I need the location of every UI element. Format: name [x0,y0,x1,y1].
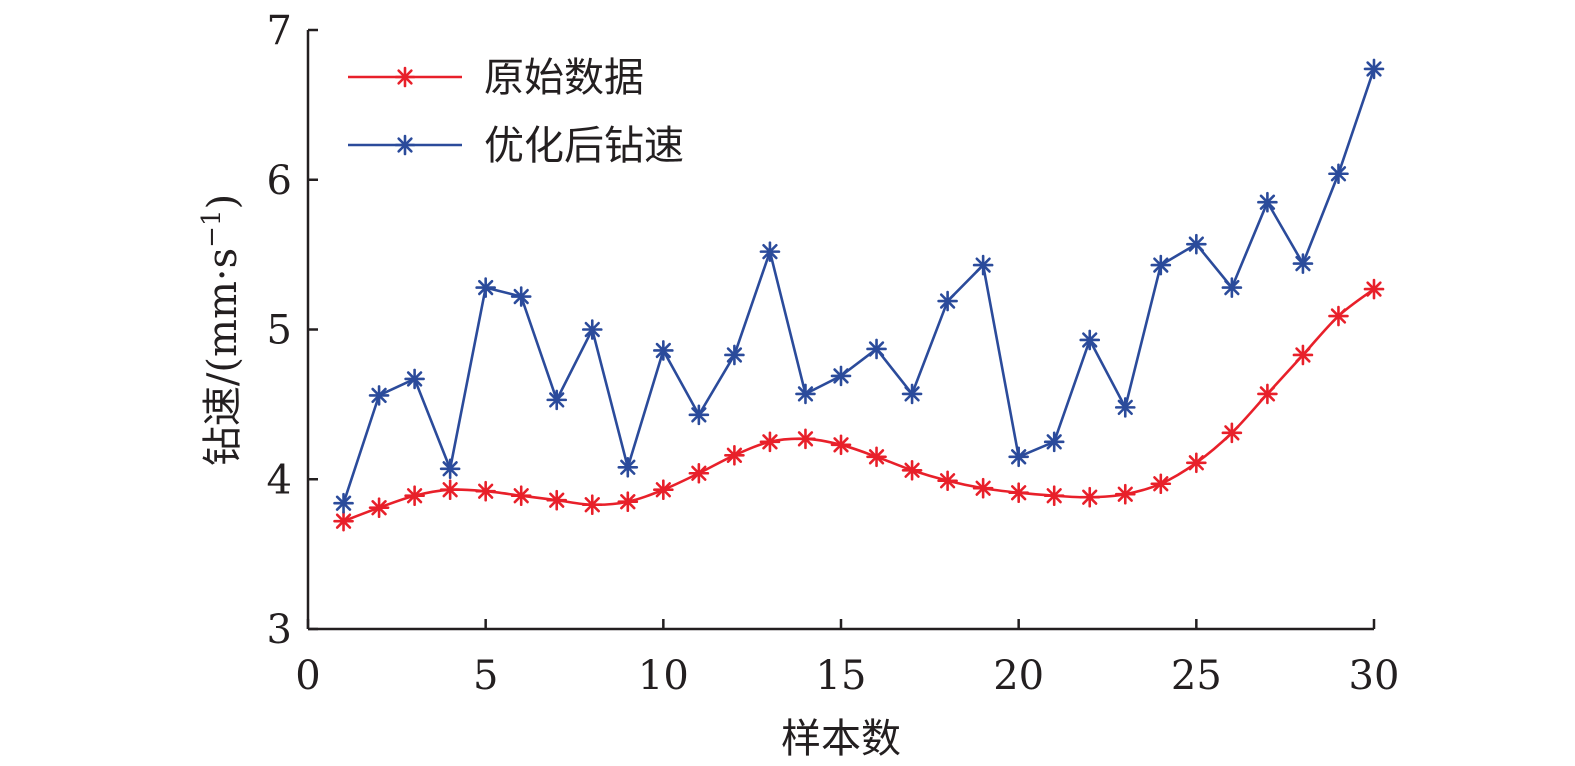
data-point [724,444,745,466]
x-tick-label: 15 [816,653,867,699]
data-point [866,446,887,468]
y-axis-title-sup: −1 [197,210,227,248]
data-point [475,277,496,298]
data-point [1292,253,1314,274]
y-tick-label: 7 [267,8,292,54]
y-axis-title: 钻速/(mm·s−1) [197,194,246,466]
data-point [404,368,425,390]
data-point [1328,163,1349,185]
legend-item-original: 原始数据 [348,55,644,101]
axes [306,30,1374,631]
data-point [617,491,639,513]
data-point [1292,344,1314,366]
data-point [901,383,923,405]
data-point [546,389,568,411]
data-point [795,383,816,405]
data-point [1150,254,1172,276]
series-line [343,288,1375,523]
legend-marker-glyph [394,66,416,88]
data-point [1221,422,1243,444]
data-point [901,459,923,481]
data-point [439,458,461,480]
data-point [1079,329,1101,351]
data-point [1363,58,1385,80]
data-point [333,492,354,514]
data-point [368,385,390,406]
y-axis-title-tail: ) [200,194,246,210]
data-point [1186,233,1207,255]
data-point [546,489,568,511]
x-tick-label: 30 [1349,653,1400,699]
data-point [439,479,461,501]
y-ticks: 3 4 5 6 7 [267,8,318,653]
data-point [1257,383,1278,405]
data-point [475,480,496,502]
data-point [1363,278,1385,300]
x-tick-label: 10 [638,653,689,699]
x-tick-label: 5 [473,653,498,699]
legend-marker-glyph [394,134,416,156]
y-tick-label: 4 [267,457,292,503]
data-point [1221,277,1243,298]
data-point [688,404,710,426]
data-point [617,456,639,478]
data-point [830,434,852,456]
legend-item-optimized: 优化后钻速 [348,123,684,169]
data-point [1257,191,1278,213]
data-point [688,462,710,484]
x-tick-label: 0 [295,653,320,699]
series-layer [333,58,1385,532]
x-tick-label: 25 [1171,653,1222,699]
x-axis-title: 样本数 [781,716,901,762]
legend-marker-original [394,66,416,88]
data-point [972,254,994,276]
legend: 原始数据 优化后钻速 [348,55,684,169]
data-point [759,431,781,453]
data-point [1114,483,1136,505]
data-point [1043,485,1065,507]
data-point [937,470,958,492]
data-point [866,338,887,360]
series-optimized [333,58,1385,514]
data-point [581,319,603,340]
x-tick-label: 20 [993,653,1044,699]
data-point [972,477,994,499]
data-point [368,497,390,519]
data-point [581,494,603,516]
data-point [830,365,852,387]
y-tick-label: 3 [267,607,292,653]
y-tick-label: 6 [267,158,292,204]
data-point [1008,482,1029,504]
data-point [1008,446,1029,468]
data-point [653,340,674,361]
data-point [510,286,532,307]
data-point [510,485,532,507]
data-point [795,428,816,450]
y-axis-title-main: 钻速/(mm·s [200,248,246,466]
series-original [333,278,1385,532]
data-point [653,479,674,501]
legend-marker-optimized [394,134,416,156]
legend-label-original: 原始数据 [484,55,644,101]
legend-label-optimized: 优化后钻速 [484,123,684,169]
data-point [333,510,354,532]
data-point [759,241,781,262]
data-point [937,290,958,312]
data-point [1079,486,1101,508]
x-ticks: 0 5 10 15 20 25 30 [295,619,1399,699]
data-point [1186,452,1207,474]
data-point [1043,431,1065,453]
data-point [404,485,425,507]
data-point [1328,305,1349,327]
data-point [724,344,745,366]
data-point [1114,397,1136,418]
data-point [1150,473,1172,495]
y-tick-label: 5 [267,308,292,354]
